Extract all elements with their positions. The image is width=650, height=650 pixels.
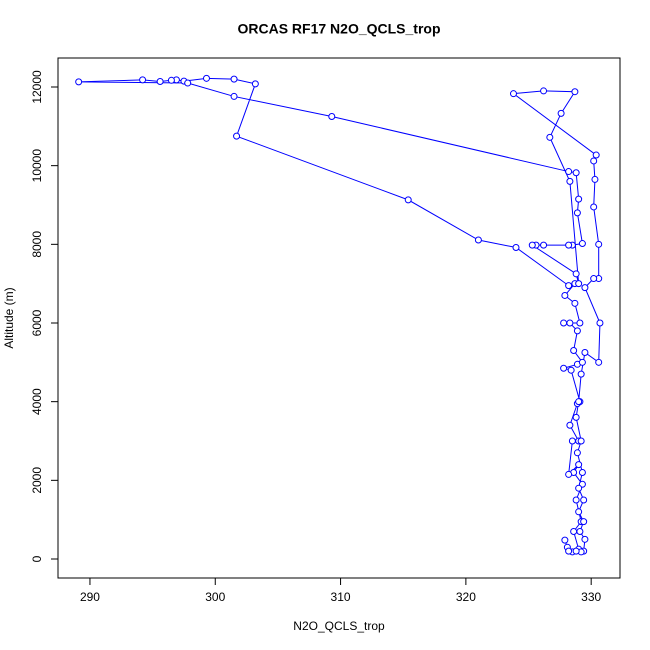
data-point: [592, 151, 600, 159]
data-point: [580, 496, 588, 504]
data-point: [577, 437, 585, 445]
data-point: [568, 437, 576, 445]
x-tick-label: 290: [80, 590, 100, 604]
data-point: [596, 319, 604, 327]
data-point: [581, 535, 589, 543]
data-point: [595, 358, 603, 366]
data-point: [565, 547, 573, 555]
data-point: [202, 74, 210, 82]
y-tick-label: 4000: [30, 388, 44, 415]
data-point: [546, 133, 554, 141]
x-tick-label: 300: [205, 590, 225, 604]
data-point: [576, 527, 584, 535]
data-point: [251, 80, 259, 88]
plot-box: [57, 57, 621, 579]
data-point: [540, 241, 548, 249]
data-point: [590, 275, 598, 283]
data-point: [565, 282, 573, 290]
chart-title: ORCAS RF17 N2O_QCLS_trop: [237, 21, 440, 37]
data-point: [575, 398, 583, 406]
data-point: [570, 347, 578, 355]
data-point: [571, 88, 579, 96]
data-point: [575, 195, 583, 203]
data-point: [75, 78, 83, 86]
data-point: [233, 132, 241, 140]
data-point: [578, 240, 586, 248]
data-point: [572, 169, 580, 177]
data-point: [573, 449, 581, 457]
data-point: [595, 240, 603, 248]
data-point: [590, 203, 598, 211]
y-tick-label: 8000: [30, 231, 44, 258]
data-point: [230, 75, 238, 83]
data-point: [573, 209, 581, 217]
data-point: [184, 79, 192, 87]
data-point: [590, 157, 598, 165]
data-point: [570, 527, 578, 535]
data-point: [576, 319, 584, 327]
y-tick-label: 2000: [30, 467, 44, 494]
data-point: [572, 270, 580, 278]
y-tick-label: 0: [30, 555, 44, 562]
y-tick-label: 10000: [30, 149, 44, 183]
y-tick-label: 12000: [30, 70, 44, 104]
data-point: [572, 496, 580, 504]
data-point: [509, 90, 517, 98]
data-point: [560, 364, 568, 372]
data-point: [575, 484, 583, 492]
data-point: [557, 109, 565, 117]
data-point: [565, 241, 573, 249]
data-line: [78, 77, 601, 553]
y-axis-label: Altitude (m): [2, 287, 16, 348]
data-point: [577, 370, 585, 378]
data-point: [580, 518, 588, 526]
data-point: [560, 319, 568, 327]
data-point: [575, 280, 583, 288]
data-point: [571, 299, 579, 307]
data-point: [404, 196, 412, 204]
data-point: [581, 284, 589, 292]
data-point: [512, 243, 520, 251]
data-point: [578, 468, 586, 476]
data-point: [575, 508, 583, 516]
y-tick-label: 6000: [30, 309, 44, 336]
data-point: [561, 291, 569, 299]
data-point: [540, 87, 548, 95]
data-point: [572, 547, 580, 555]
data-point: [566, 319, 574, 327]
data-point: [474, 236, 482, 244]
data-point: [565, 168, 573, 176]
data-point: [573, 327, 581, 335]
data-point: [581, 348, 589, 356]
data-point: [567, 366, 575, 374]
data-point: [528, 241, 536, 249]
data-point: [230, 92, 238, 100]
data-point: [572, 413, 580, 421]
data-point: [566, 421, 574, 429]
x-tick-label: 330: [581, 590, 601, 604]
data-point: [561, 536, 569, 544]
data-point: [167, 76, 175, 84]
data-point: [566, 177, 574, 185]
data-point: [591, 175, 599, 183]
x-tick-label: 310: [331, 590, 351, 604]
x-axis-label: N2O_QCLS_trop: [293, 619, 385, 633]
data-point: [575, 461, 583, 469]
data-point: [139, 76, 147, 84]
data-point: [156, 77, 164, 85]
data-point: [328, 112, 336, 120]
data-point: [565, 470, 573, 478]
data-point: [578, 358, 586, 366]
x-tick-label: 320: [456, 590, 476, 604]
